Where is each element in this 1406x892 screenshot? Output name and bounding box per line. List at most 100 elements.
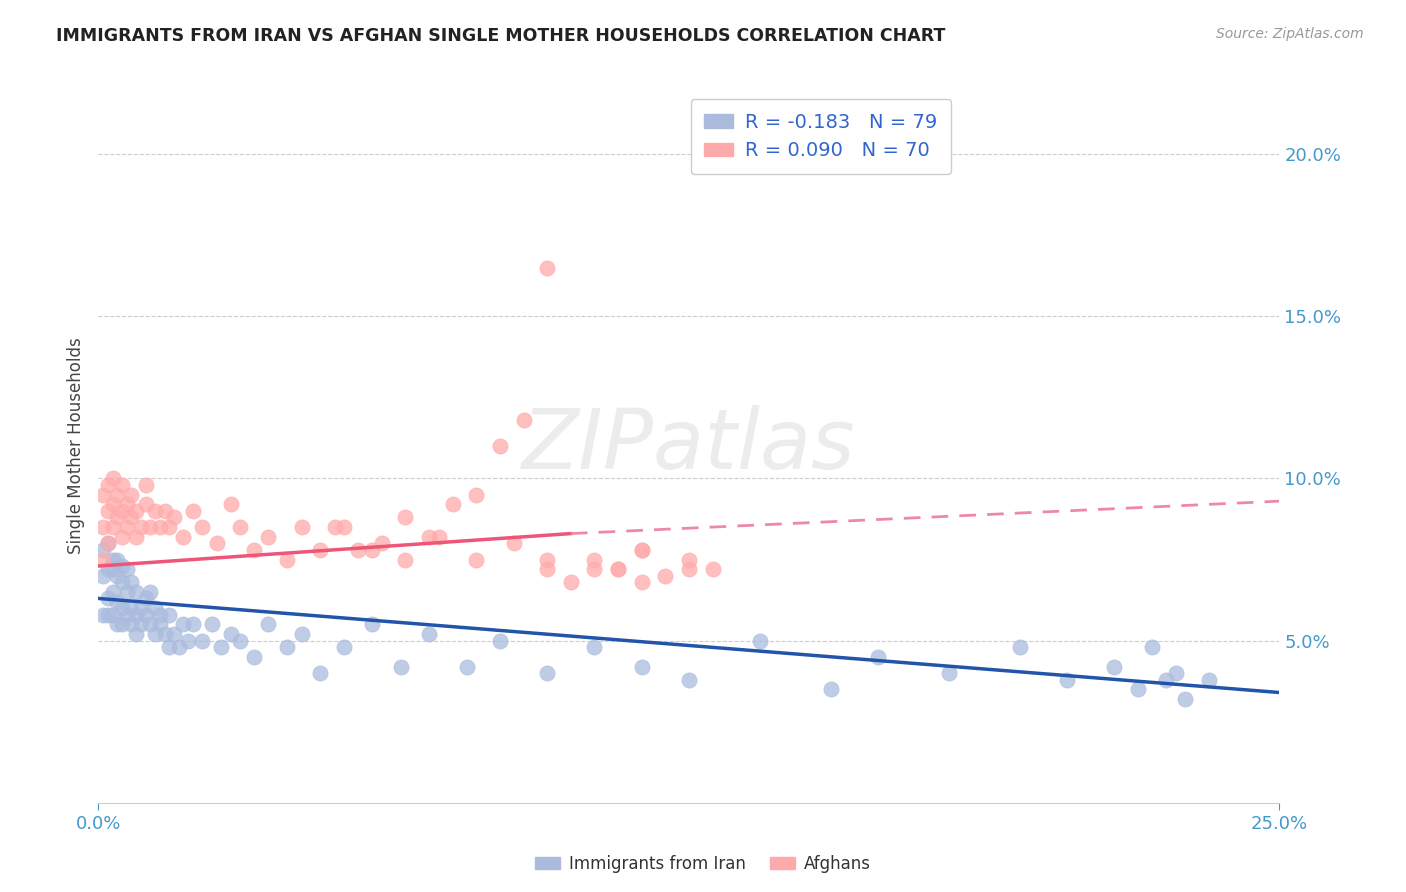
Point (111, 601, 134, 615)
Point (101, 585, 124, 599)
Point (105, 488, 128, 502)
Point (125, 607, 148, 622)
Point (536, 562, 558, 576)
Point (105, 568, 128, 582)
Point (630, 542, 652, 557)
Point (111, 478, 134, 492)
Point (456, 659, 478, 673)
Point (121, 617, 143, 632)
Point (607, 562, 630, 576)
Point (111, 504, 134, 518)
Point (418, 530, 440, 544)
Point (97, 562, 120, 576)
Point (125, 627, 148, 641)
Point (820, 682, 842, 697)
Point (91, 488, 114, 502)
Point (139, 585, 162, 599)
Point (866, 649, 889, 664)
Point (105, 617, 128, 632)
Point (115, 562, 138, 576)
Point (1164, 666, 1187, 681)
Point (143, 627, 166, 641)
Point (630, 575, 652, 590)
Point (121, 601, 143, 615)
Legend: R = -0.183   N = 79, R = 0.090   N = 70: R = -0.183 N = 79, R = 0.090 N = 70 (690, 99, 950, 174)
Point (1008, 640, 1031, 654)
Point (135, 591, 157, 606)
Point (167, 640, 190, 654)
Point (678, 552, 700, 566)
Point (111, 559, 134, 574)
Point (209, 640, 232, 654)
Point (201, 617, 224, 632)
Point (97, 607, 120, 622)
Point (1140, 640, 1163, 654)
Point (489, 439, 512, 453)
Point (143, 504, 166, 518)
Point (276, 640, 298, 654)
Point (181, 617, 204, 632)
Legend: Immigrants from Iran, Afghans: Immigrants from Iran, Afghans (529, 848, 877, 880)
Point (135, 478, 157, 492)
Point (121, 575, 143, 590)
Point (394, 552, 416, 566)
Point (361, 617, 384, 632)
Point (536, 260, 558, 275)
Point (135, 497, 157, 511)
Point (101, 471, 124, 485)
Point (91, 568, 114, 582)
Point (97, 536, 120, 550)
Point (129, 520, 152, 534)
Point (191, 633, 214, 648)
Point (97, 591, 120, 606)
Point (257, 617, 280, 632)
Point (257, 530, 280, 544)
Point (243, 649, 266, 664)
Point (101, 497, 124, 511)
Point (323, 520, 346, 534)
Point (1198, 673, 1220, 687)
Point (135, 607, 157, 622)
Point (427, 530, 450, 544)
Point (153, 504, 176, 518)
Point (172, 617, 194, 632)
Point (129, 617, 152, 632)
Point (163, 510, 186, 524)
Text: IMMIGRANTS FROM IRAN VS AFGHAN SINGLE MOTHER HOUSEHOLDS CORRELATION CHART: IMMIGRANTS FROM IRAN VS AFGHAN SINGLE MO… (56, 27, 946, 45)
Point (361, 542, 384, 557)
Point (309, 542, 332, 557)
Point (1056, 673, 1078, 687)
Point (105, 552, 128, 566)
Point (125, 530, 148, 544)
Point (149, 520, 172, 534)
Point (101, 562, 124, 576)
Point (290, 520, 312, 534)
Point (105, 595, 128, 609)
Point (607, 562, 630, 576)
Text: ZIPatlas: ZIPatlas (522, 406, 856, 486)
Point (465, 488, 488, 502)
Point (181, 504, 204, 518)
Y-axis label: Single Mother Households: Single Mother Households (66, 338, 84, 554)
Point (583, 562, 606, 576)
Point (153, 627, 176, 641)
Point (157, 520, 180, 534)
Point (177, 633, 200, 648)
Point (163, 627, 186, 641)
Point (219, 497, 242, 511)
Point (333, 640, 356, 654)
Point (101, 552, 124, 566)
Point (97, 504, 120, 518)
Point (105, 510, 128, 524)
Point (219, 627, 242, 641)
Point (630, 659, 652, 673)
Point (441, 497, 464, 511)
Point (91, 552, 114, 566)
Point (111, 530, 134, 544)
Point (115, 520, 138, 534)
Point (938, 666, 960, 681)
Point (91, 607, 114, 622)
Point (115, 585, 138, 599)
Point (347, 542, 370, 557)
Point (389, 659, 412, 673)
